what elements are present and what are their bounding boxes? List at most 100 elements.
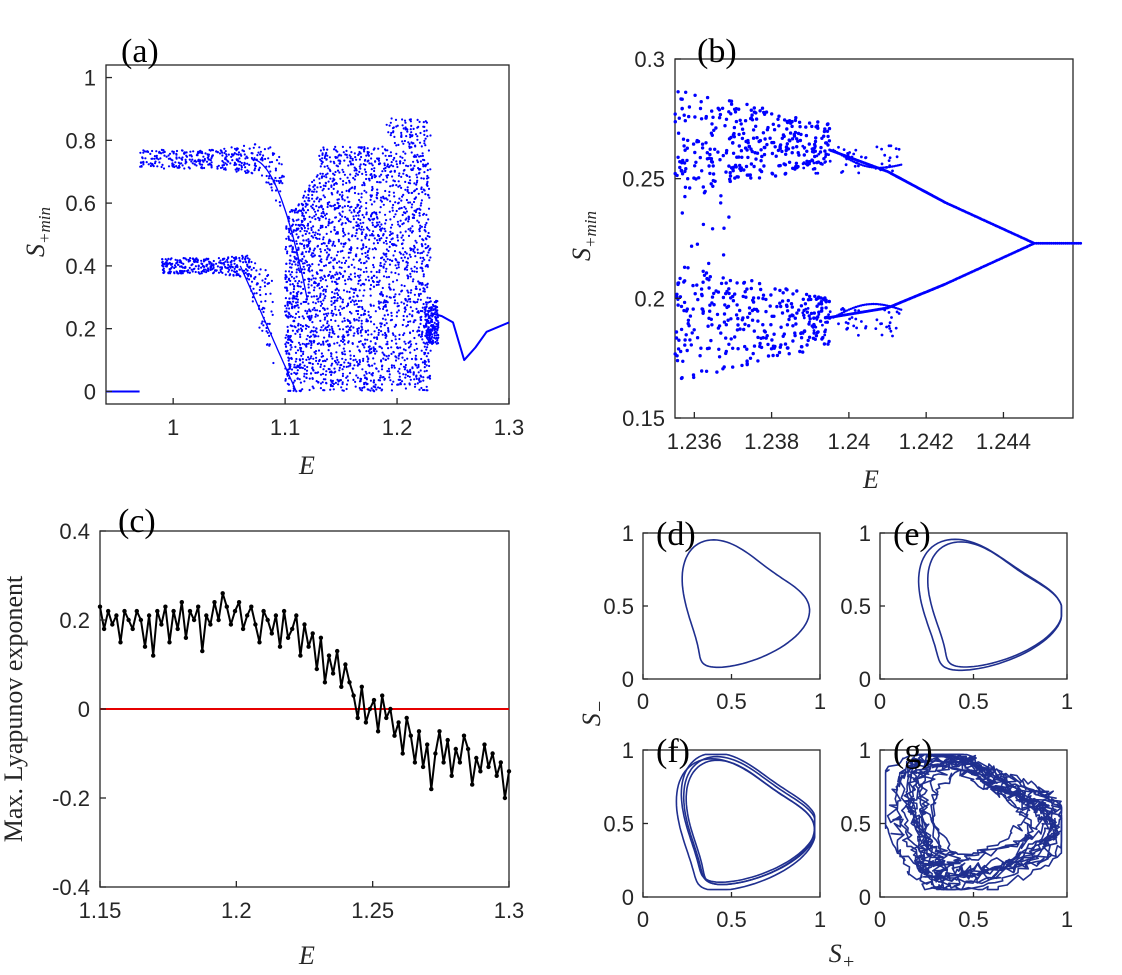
scatter-point [212,259,215,263]
scatter-point [406,130,409,133]
scatter-point [388,373,391,376]
scatter-point [752,106,756,110]
scatter-point [167,165,171,168]
scatter-point [291,263,294,266]
scatter-point [353,185,357,188]
scatter-point [427,352,430,355]
scatter-point [738,166,742,171]
scatter-point [372,263,375,267]
scatter-point [370,203,373,206]
scatter-point [405,135,408,138]
lyapunov-point [314,666,319,672]
scatter-point [681,137,686,141]
scatter-point [378,175,381,178]
scatter-point [295,292,298,295]
scatter-point [304,309,307,312]
scatter-point [220,262,223,265]
scatter-point [380,389,383,392]
scatter-point [347,278,350,281]
scatter-point [812,142,817,147]
scatter-point [402,211,405,214]
lyapunov-point [273,613,279,618]
scatter-point [409,120,412,123]
scatter-point [397,223,400,226]
scatter-point [251,172,254,175]
scatter-point [367,310,370,313]
scatter-point [797,153,801,157]
scatter-point [188,271,191,274]
scatter-point [376,191,379,194]
scatter-point [346,176,349,179]
scatter-point [401,242,404,245]
scatter-point [304,202,308,205]
scatter-point [227,263,230,266]
scatter-point [402,302,406,305]
scatter-point [171,165,175,168]
scatter-point [696,297,700,302]
scatter-point [319,279,322,282]
scatter-point [295,312,298,315]
scatter-point [301,234,304,237]
scatter-point [387,329,390,332]
scatter-point [386,258,389,261]
scatter-point [772,346,776,350]
scatter-point [855,326,858,330]
scatter-point [350,312,353,315]
scatter-point [414,255,417,258]
scatter-point [411,191,414,194]
lyapunov-point [502,795,508,801]
scatter-point [407,191,410,194]
scatter-point [380,173,383,176]
y-tick-label: 1 [859,738,871,763]
scatter-point [295,297,298,300]
scatter-point [709,338,713,343]
scatter-point [854,161,858,164]
scatter-point [378,302,381,305]
scatter-point [173,271,176,274]
scatter-point [344,216,347,219]
scatter-point [365,154,368,157]
scatter-point [292,381,295,384]
scatter-point [296,330,299,333]
lyapunov-point [110,622,115,627]
scatter-point [424,308,427,311]
scatter-point [740,136,745,141]
scatter-point [358,276,361,279]
scatter-point [332,240,335,243]
scatter-point [791,314,795,318]
y-tick-label: 0.2 [59,608,90,633]
scatter-point [400,290,403,293]
scatter-point [685,307,689,311]
scatter-point [810,147,814,151]
scatter-point [771,122,775,127]
scatter-point [225,163,228,166]
scatter-point [296,249,299,252]
scatter-point [411,270,414,273]
scatter-point [402,318,405,321]
scatter-point [404,267,407,270]
scatter-point [284,367,287,370]
scatter-point [372,242,375,245]
scatter-point [375,350,378,353]
scatter-point [358,386,361,390]
scatter-point [378,181,381,184]
scatter-point [336,297,339,300]
scatter-point [243,153,246,156]
scatter-point [341,194,344,197]
scatter-point [868,165,872,169]
scatter-point [171,162,174,165]
scatter-point [330,184,333,187]
scatter-point [341,368,344,371]
scatter-point [404,342,407,345]
scatter-point [235,257,238,260]
scatter-point [422,287,425,290]
scatter-point [406,374,409,378]
scatter-point [300,302,303,305]
scatter-point [398,333,401,336]
scatter-point [289,343,292,347]
scatter-point [301,208,304,211]
scatter-point [416,159,419,162]
scatter-point [860,155,863,159]
scatter-point [259,153,262,156]
scatter-point [854,305,858,309]
